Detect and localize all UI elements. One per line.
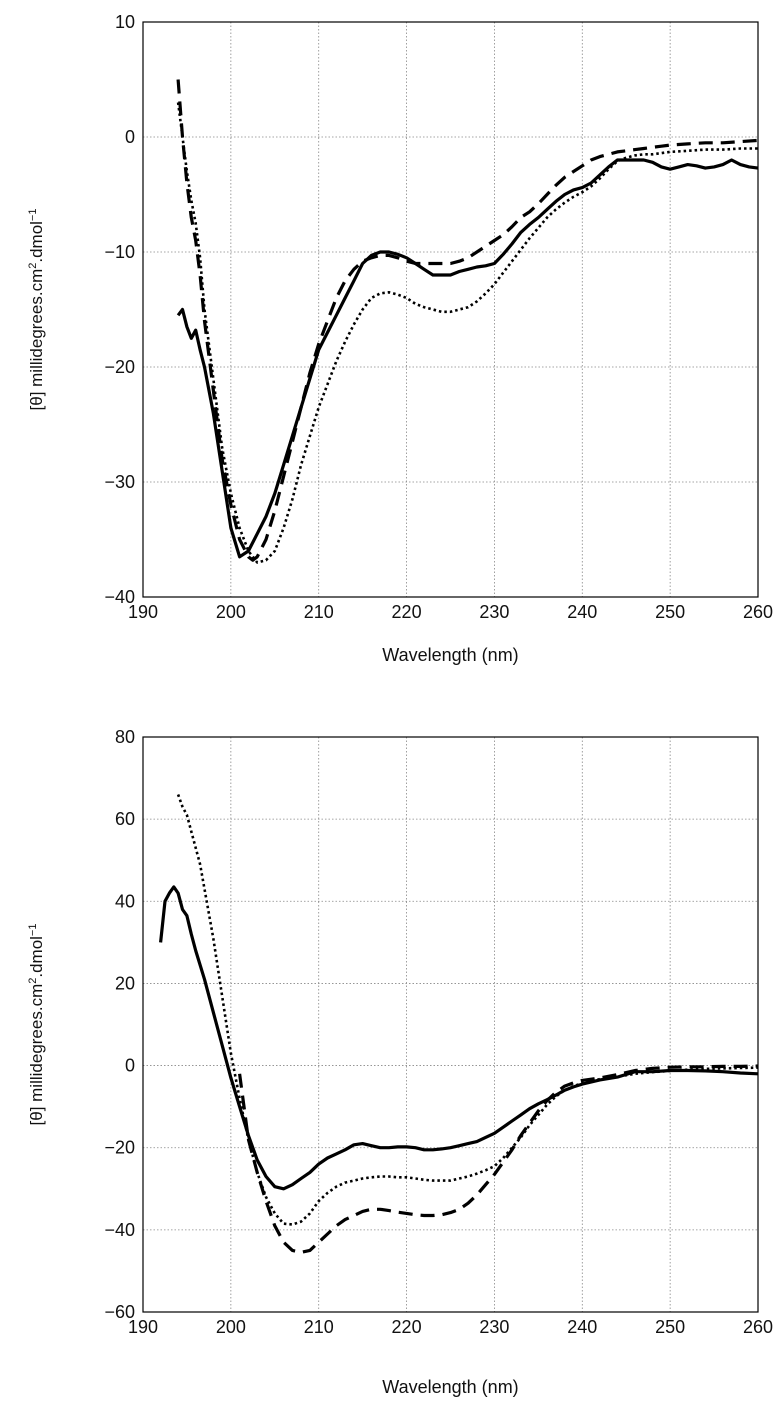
top-y-tick-label--40: −40 — [104, 587, 135, 607]
top-y-label-mid: .dmol — [27, 221, 46, 263]
top-y-tick-label--10: −10 — [104, 242, 135, 262]
bottom-series — [159, 794, 759, 1254]
bottom-y-tick-label-80: 80 — [115, 727, 135, 747]
bottom-y-tick-label-60: 60 — [115, 809, 135, 829]
bottom-y-tick-label--40: −40 — [104, 1220, 135, 1240]
bottom-x-tick-label-210: 210 — [304, 1317, 334, 1337]
top-series — [176, 79, 759, 564]
bottom-y-axis-label: [θ] millidegrees.cm2.dmol−1 — [27, 924, 46, 1126]
bottom-x-tick-label-220: 220 — [392, 1317, 422, 1337]
bottom-plot-frame — [142, 736, 759, 1313]
top-grid — [143, 22, 758, 597]
top-cd-spectrum-chart: 190 200 210 220 230 240 250 260 −40 −30 −20 −10 0 10… — [27, 12, 773, 665]
top-plot-frame — [142, 21, 759, 598]
top-series-dashed-line — [176, 79, 759, 562]
top-series-dotted-line — [176, 102, 758, 564]
bottom-y-label-main: [θ] millidegrees.cm — [27, 984, 46, 1126]
top-series-solid-line — [176, 158, 759, 559]
top-x-tick-label-210: 210 — [304, 602, 334, 622]
bottom-y-label-sup1: 2 — [27, 978, 39, 984]
top-y-tick-label-10: 10 — [115, 12, 135, 32]
top-y-tick-label--20: −20 — [104, 357, 135, 377]
bottom-series-dashed-line — [238, 1064, 759, 1254]
bottom-y-tick-labels: −60 −40 −20 0 20 40 60 80 — [104, 727, 135, 1322]
top-x-tick-labels: 190 200 210 220 230 240 250 260 — [128, 602, 773, 622]
bottom-cd-spectrum-chart: 190 200 210 220 230 240 250 260 −60 −40 −20 0 20 40 6… — [27, 727, 773, 1397]
bottom-x-tick-label-190: 190 — [128, 1317, 158, 1337]
bottom-x-tick-label-250: 250 — [655, 1317, 685, 1337]
top-y-tick-labels: −40 −30 −20 −10 0 10 — [104, 12, 135, 607]
top-x-tick-label-250: 250 — [655, 602, 685, 622]
bottom-x-axis-label: Wavelength (nm) — [382, 1377, 518, 1397]
top-x-axis-label: Wavelength (nm) — [382, 645, 518, 665]
top-x-tick-label-220: 220 — [392, 602, 422, 622]
bottom-y-label-sup2: −1 — [27, 924, 39, 937]
top-y-label-sup2: −1 — [27, 209, 39, 222]
bottom-grid — [143, 737, 758, 1312]
bottom-y-tick-label--60: −60 — [104, 1302, 135, 1322]
top-x-tick-label-240: 240 — [567, 602, 597, 622]
top-y-tick-label-0: 0 — [125, 127, 135, 147]
bottom-y-tick-label-40: 40 — [115, 891, 135, 911]
bottom-x-tick-label-230: 230 — [479, 1317, 509, 1337]
bottom-x-tick-label-200: 200 — [216, 1317, 246, 1337]
bottom-y-tick-label--20: −20 — [104, 1138, 135, 1158]
bottom-x-tick-label-260: 260 — [743, 1317, 773, 1337]
bottom-y-label-mid: .dmol — [27, 936, 46, 978]
top-y-label-sup1: 2 — [27, 263, 39, 269]
bottom-y-tick-label-0: 0 — [125, 1056, 135, 1076]
bottom-y-tick-label-20: 20 — [115, 973, 135, 993]
bottom-series-dotted-line — [176, 794, 759, 1226]
bottom-x-tick-labels: 190 200 210 220 230 240 250 260 — [128, 1317, 773, 1337]
bottom-series-solid-line — [159, 885, 759, 1191]
top-y-axis-label: [θ] millidegrees.cm2.dmol−1 — [27, 209, 46, 411]
top-x-tick-label-200: 200 — [216, 602, 246, 622]
top-y-label-main: [θ] millidegrees.cm — [27, 269, 46, 411]
top-y-tick-label--30: −30 — [104, 472, 135, 492]
top-x-tick-label-190: 190 — [128, 602, 158, 622]
bottom-x-tick-label-240: 240 — [567, 1317, 597, 1337]
top-x-tick-label-230: 230 — [479, 602, 509, 622]
top-x-tick-label-260: 260 — [743, 602, 773, 622]
